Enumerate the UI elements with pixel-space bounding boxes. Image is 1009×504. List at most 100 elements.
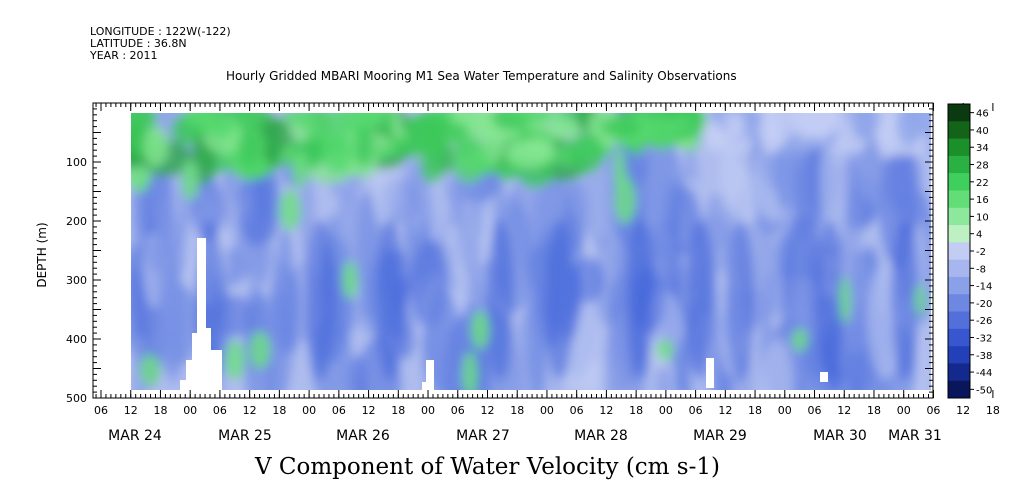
x-tick-label: 18 [153, 404, 167, 417]
heatmap-cell [655, 366, 674, 390]
date-label: MAR 24 [108, 428, 162, 444]
colorbar-swatch [948, 311, 970, 330]
heatmap-cell [237, 128, 260, 168]
heatmap-cell [719, 135, 741, 213]
latitude-label: LATITUDE : 36.8N [90, 37, 187, 50]
no-data-gaps [129, 113, 828, 390]
x-tick-label: 12 [599, 404, 613, 417]
heatmap-cell [354, 126, 374, 167]
heatmap-cell [145, 236, 177, 274]
x-tick-label: 00 [659, 404, 673, 417]
heatmap-cell [456, 171, 483, 279]
x-tick-label: 00 [302, 404, 316, 417]
x-tick-label: 18 [629, 404, 643, 417]
colorbar-swatch [948, 363, 970, 382]
date-label: MAR 28 [574, 428, 628, 444]
colorbar-label: -8 [976, 264, 986, 275]
colorbar-label: -38 [976, 351, 992, 362]
x-tick-label: 06 [213, 404, 227, 417]
x-tick-label: 06 [451, 404, 465, 417]
x-tick-label: 12 [480, 404, 494, 417]
gap-region [197, 238, 206, 390]
y-tick-labels: 100 200 300 400 500 [66, 156, 87, 405]
x-tick-label: 18 [748, 404, 762, 417]
x-tick-label: 00 [540, 404, 554, 417]
colorbar-swatch [948, 121, 970, 140]
gap-region [706, 358, 714, 388]
colorbar-label: 22 [976, 178, 989, 189]
heatmap-cell [592, 233, 620, 327]
x-tick-label: 06 [689, 404, 703, 417]
heatmap-cell [139, 354, 161, 386]
colorbar-label: -50 [976, 385, 992, 396]
x-tick-labels: 06 12 18 00 06 12 18 00 06 12 18 00 06 12 18 00 06 12 18 00… [94, 404, 1000, 417]
heatmap-cell [450, 136, 488, 183]
date-label: MAR 30 [813, 428, 867, 444]
colorbar-swatch [948, 380, 970, 399]
colorbar-label: 10 [976, 212, 989, 223]
heatmap-cell [225, 340, 245, 380]
colorbar: 46 40 34 28 22 16 10 4 -2 -8 -14 -20 -26 -32 -38 -44 -50 [947, 103, 992, 399]
y-tick-label: 300 [66, 274, 87, 287]
x-tick-label: 00 [421, 404, 435, 417]
x-tick-label: 12 [243, 404, 257, 417]
y-tick-label: 100 [66, 156, 87, 169]
gap-region [426, 360, 434, 390]
date-label: MAR 27 [456, 428, 510, 444]
chart-title: Hourly Gridded MBARI Mooring M1 Sea Wate… [226, 69, 737, 83]
heatmap-cell [800, 113, 841, 137]
date-label: MAR 29 [693, 428, 747, 444]
x-tick-label: 18 [272, 404, 286, 417]
heatmap-cell [332, 193, 371, 281]
date-labels: MAR 24 MAR 25 MAR 26 MAR 27 MAR 28 MAR 29 MAR … [108, 428, 942, 444]
heatmap-cell [510, 311, 544, 390]
colorbar-label: 16 [976, 195, 989, 206]
heatmap-cell [279, 189, 301, 231]
colorbar-swatch [948, 190, 970, 209]
heatmap-cell [206, 113, 236, 139]
heatmap-cell [891, 220, 919, 380]
heatmap-cell [347, 354, 367, 390]
heatmap-cell [546, 220, 574, 380]
heatmap-cell [672, 116, 691, 133]
heatmap-cell [686, 220, 714, 380]
gap-region [820, 372, 828, 382]
heatmap-cell [791, 328, 809, 352]
date-label: MAR 26 [336, 428, 390, 444]
heatmap-cell [470, 310, 490, 350]
heatmap-cell [376, 220, 404, 380]
gap-region [192, 333, 198, 390]
heatmap-cell [272, 228, 297, 356]
gap-region [186, 360, 194, 390]
y-tick-label: 500 [66, 392, 87, 405]
colorbar-swatch [948, 225, 970, 243]
variable-title: V Component of Water Velocity (cm s-1) [255, 454, 720, 480]
x-tick-label: 12 [956, 404, 970, 417]
x-tick-label: 00 [778, 404, 792, 417]
y-tick-label: 200 [66, 215, 87, 228]
heatmap-cell [249, 331, 271, 369]
heatmap-cell [614, 176, 636, 224]
gap-region [422, 382, 428, 390]
heatmap-cell [702, 121, 725, 154]
colorbar-swatch [948, 104, 970, 122]
heatmap-cell [787, 276, 820, 345]
heatmap-cell [181, 159, 199, 201]
longitude-label: LONGITUDE : 122W(-122) [90, 25, 231, 38]
y-axis-label: DEPTH (m) [35, 222, 49, 287]
heatmap-cell [233, 113, 270, 130]
heatmap-cell [486, 220, 514, 380]
colorbar-swatch [948, 155, 970, 174]
x-tick-label: 06 [94, 404, 108, 417]
x-tick-label: 12 [124, 404, 138, 417]
colorbar-swatch [948, 207, 970, 226]
colorbar-swatch [948, 173, 970, 191]
heatmap-cell [428, 163, 444, 244]
heatmap-cell [819, 125, 848, 248]
heatmap-cell [292, 152, 308, 188]
colorbar-label: 28 [976, 161, 989, 172]
x-tick-label: 12 [837, 404, 851, 417]
gap-region [129, 113, 131, 390]
heatmap-cell [417, 120, 469, 143]
